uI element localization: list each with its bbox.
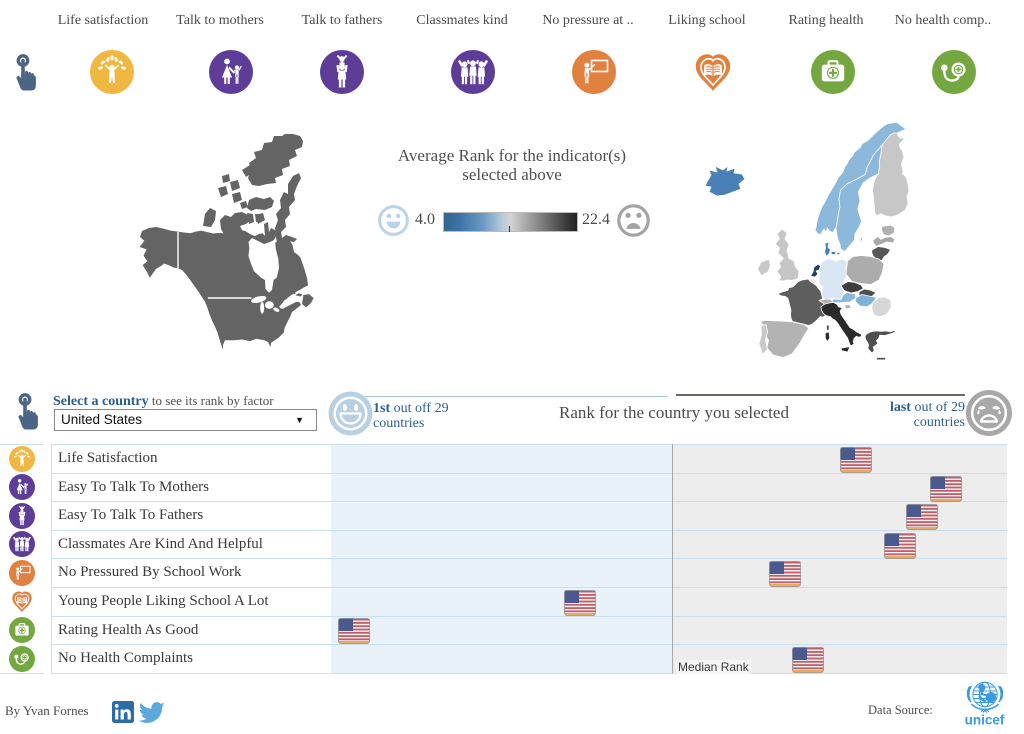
svg-text:unicef: unicef — [965, 713, 1005, 728]
